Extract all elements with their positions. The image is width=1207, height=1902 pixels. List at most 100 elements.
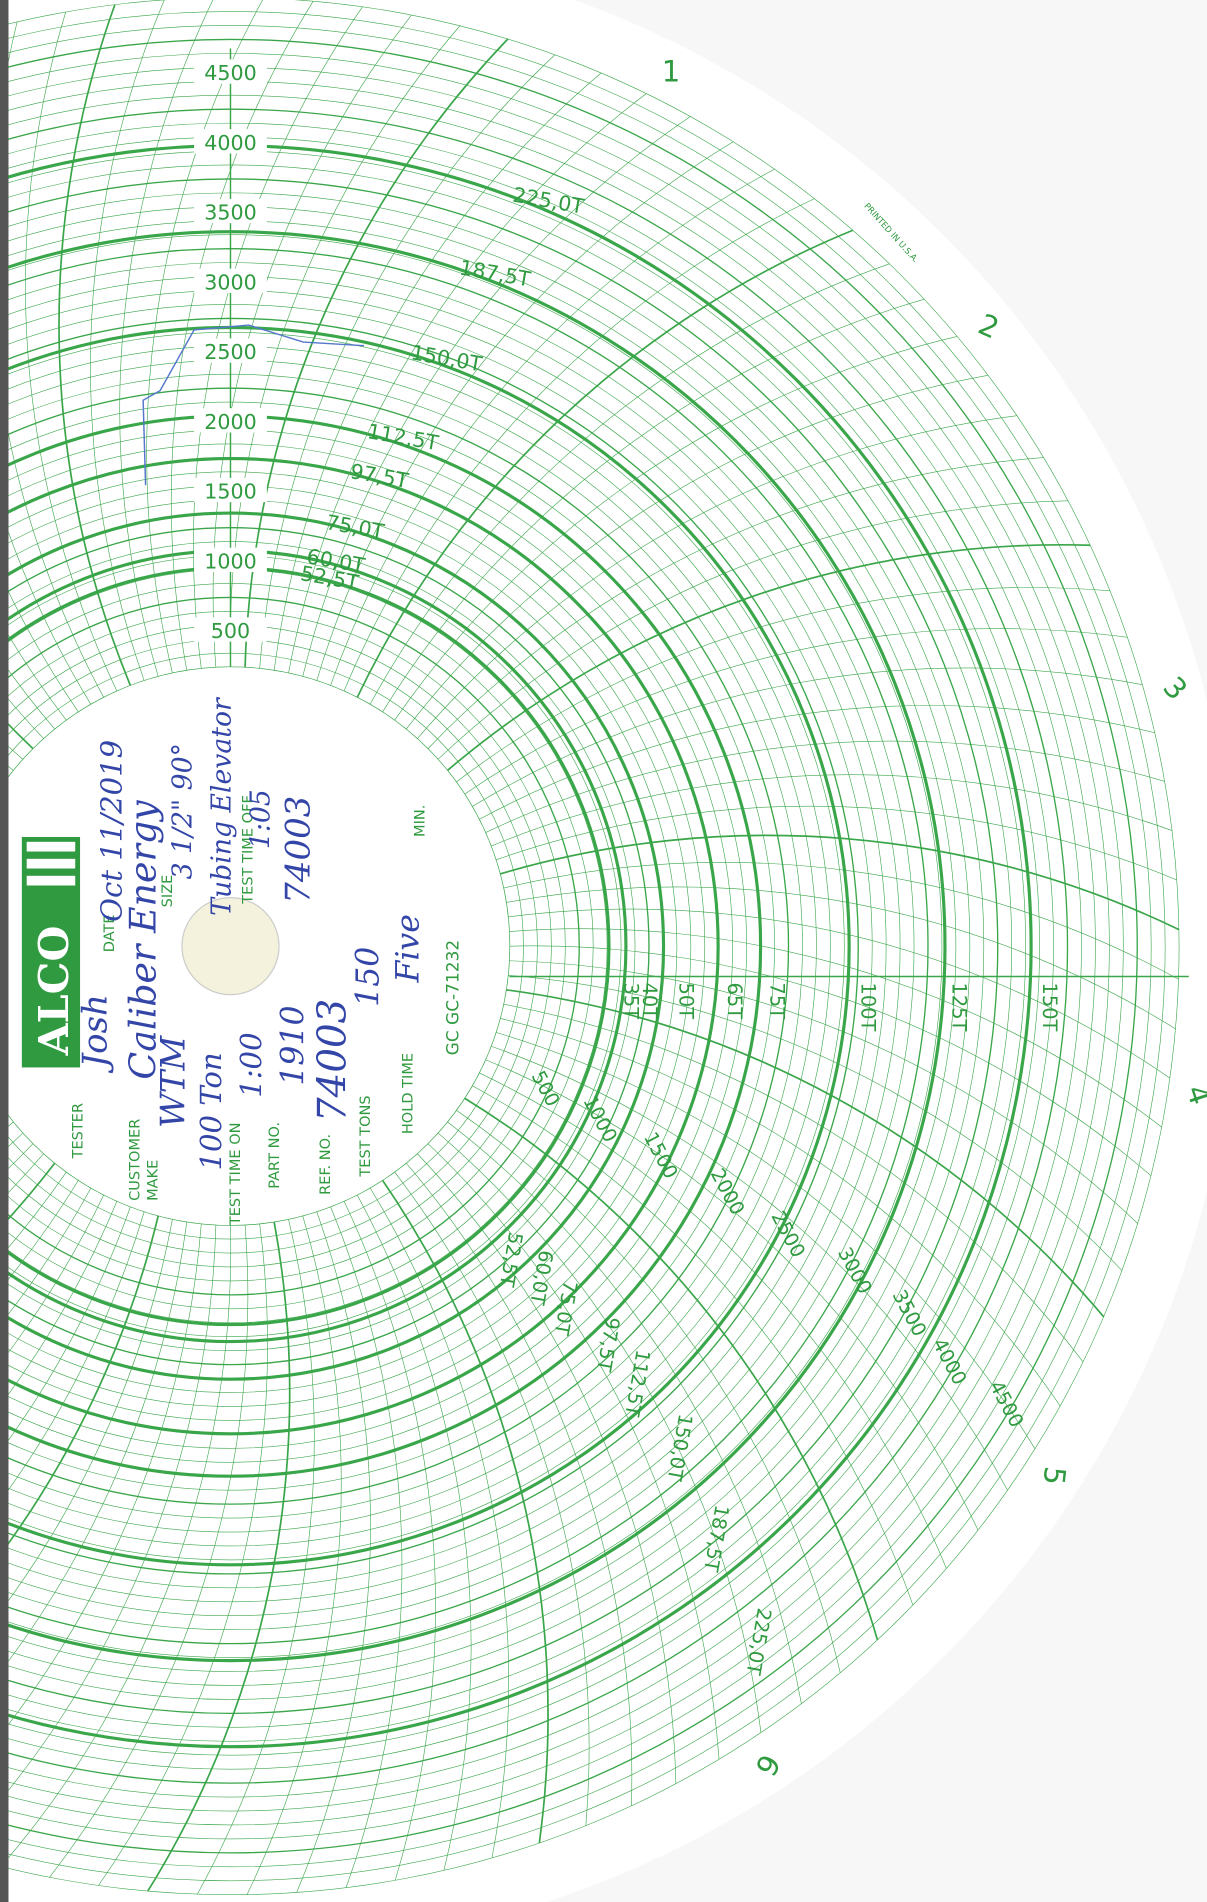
form-hold: Five [391,914,427,983]
time-line [505,886,1176,1030]
time-line [478,705,1155,820]
label-backdrop [194,59,267,84]
time-line [246,1215,342,1895]
label-backdrop [194,198,267,224]
time-line [58,4,132,687]
logo: ALCO [21,836,81,1068]
time-line [464,1097,879,1641]
time-line [90,0,165,681]
form-time-on-label: TEST TIME ON [227,1122,244,1226]
form-date-label: DATE [101,914,118,952]
time-line [0,1206,131,1724]
label-backdrop [194,338,267,363]
form-tester: Josh [76,994,116,1073]
time-line [490,774,1173,847]
time-line [259,54,556,669]
pen-trace [142,324,364,486]
pressure-label: 4000 [204,131,256,155]
form-size: 3 1/2" 90° [168,743,199,879]
time-line [507,908,1171,1079]
time-line [296,1211,371,1893]
time-line [0,1223,202,1838]
time-line [356,229,854,698]
tonnage-axis-label: 40T [638,983,661,1020]
pressure-label: 3500 [204,201,256,225]
time-line [505,988,1105,1318]
time-line [316,141,734,681]
time-line [485,740,1165,833]
form-customer-label: CUSTOMER [127,1119,144,1201]
time-line [273,72,602,671]
chart-number: GC GC-71232 [444,940,464,1055]
label-backdrop [194,617,267,642]
time-line [343,1200,436,1881]
hour-label: 1 [662,55,681,89]
time-line [330,1206,403,1888]
pressure-label: 3000 [204,270,256,294]
time-line [495,1032,1036,1449]
time-line [507,975,1123,1271]
form-ref: 74003 [311,999,356,1122]
hour-label: 5 [1036,1465,1072,1487]
tonnage-axis-label: 65T [723,983,746,1020]
tonnage-axis-label: 150T [1038,983,1061,1032]
logo-text: ALCO [29,926,78,1057]
time-line [437,1132,762,1733]
time-line [381,1179,549,1844]
form-tons-label: TEST TONS [357,1095,374,1177]
time-line [503,1003,1084,1363]
tonnage-axis-label: 50T [674,983,697,1020]
time-line [0,1221,188,1820]
form-part: 1910 [275,1005,311,1085]
time-line [369,1187,509,1859]
center-hole [181,897,280,996]
time-line [98,1223,268,1886]
form-tester-label: TESTER [69,1103,86,1159]
time-line [456,1109,841,1673]
form-description: Tubing Elevator [206,696,237,916]
pressure-label: 1500 [204,480,256,504]
pressure-label: 4500 [204,61,256,85]
tonnage-axis-label: 100T [856,983,879,1032]
time-line [478,1072,947,1569]
time-line [356,1194,472,1871]
time-line [456,587,1111,783]
form-part-label: PART NO. [266,1122,283,1189]
label-backdrop [194,477,267,503]
label-backdrop [194,408,267,433]
time-line [394,1171,590,1826]
pressure-label: 1000 [204,549,256,573]
time-line [427,1143,720,1760]
time-line [446,543,1091,772]
time-line [343,198,815,692]
time-line [369,263,890,705]
time-line [509,945,1152,1176]
form-capacity: 100 Ton [194,1052,228,1170]
form-time-off-label: TEST TIME OFF [239,795,256,905]
form-time-on: 1:00 [234,1032,268,1097]
time-line [499,834,1180,931]
time-line [490,1045,1008,1491]
time-line [193,6,363,669]
label-backdrop [194,129,267,154]
grid-ring [0,0,1180,1896]
time-line [302,116,691,677]
form-time-off: 1:05 [245,789,276,849]
grid-ring [0,38,1138,1854]
form-part-ref: 74003 [278,796,318,904]
pressure-label: 2000 [204,410,256,434]
time-line [49,1224,249,1878]
time-line [471,667,1143,807]
time-line [382,298,925,713]
time-line [405,1162,633,1806]
time-line [416,1153,677,1784]
form-tons: 150 [350,947,386,1007]
time-line [471,1085,914,1606]
label-backdrop [194,547,267,572]
form-make: WTM [153,1035,193,1129]
time-line [25,11,118,692]
time-line [509,960,1138,1224]
time-line [0,1215,160,1777]
